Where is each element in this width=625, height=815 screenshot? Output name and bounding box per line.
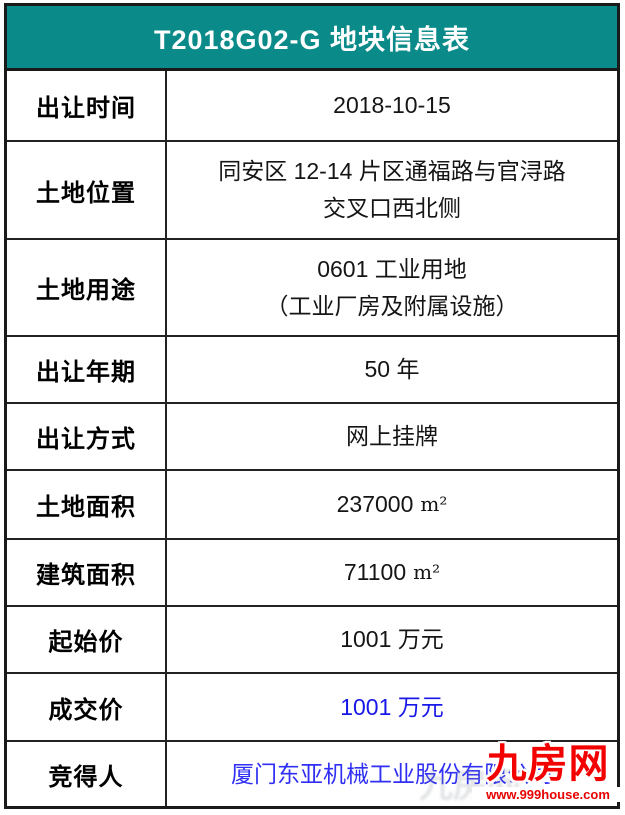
row-value: 0601 工业用地 （工业厂房及附属设施） <box>265 255 519 319</box>
row-label: 土地用途 <box>7 240 167 335</box>
row-value: 同安区 12-14 片区通福路与官浔路 交叉口西北侧 <box>218 158 566 221</box>
logo-text: 九房网 <box>486 742 610 786</box>
row-value-winner: 厦门东亚机械工业股份有限公司 <box>231 760 553 787</box>
row-value: 1001 万元 <box>340 626 444 652</box>
table-row-land-use: 土地用途 0601 工业用地 （工业厂房及附属设施） <box>7 240 617 337</box>
area-number: 237000 <box>336 491 414 517</box>
table-row-winner: 竞得人 厦门东亚机械工业股份有限公司 <box>7 742 617 806</box>
row-label: 起始价 <box>7 607 167 672</box>
logo-999house: 九房网 www.999house.com <box>472 742 624 802</box>
row-value-deal-price: 1001 万元 <box>340 693 444 720</box>
table-row-land-location: 土地位置 同安区 12-14 片区通福路与官浔路 交叉口西北侧 <box>7 142 617 240</box>
row-value: 50 年 <box>364 356 420 382</box>
area-unit: m² <box>420 492 448 516</box>
row-label: 成交价 <box>7 674 167 740</box>
row-value: 2018-10-15 <box>333 92 451 118</box>
table-title: T2018G02-G 地块信息表 <box>7 6 617 71</box>
row-label: 出让时间 <box>7 71 167 140</box>
row-label: 出让方式 <box>7 404 167 469</box>
table-row-transfer-method: 出让方式 网上挂牌 <box>7 404 617 471</box>
table-row-transfer-date: 出让时间 2018-10-15 <box>7 71 617 142</box>
table-row-starting-price: 起始价 1001 万元 <box>7 607 617 674</box>
area-number: 71100 <box>343 559 407 585</box>
land-info-table: T2018G02-G 地块信息表 出让时间 2018-10-15 土地位置 同安… <box>4 3 620 809</box>
table-row-building-area: 建筑面积 71100 m² <box>7 540 617 607</box>
table-row-deal-price: 成交价 1001 万元 <box>7 674 617 742</box>
row-value: 237000 m² <box>167 471 617 538</box>
row-label: 出让年期 <box>7 337 167 402</box>
row-label: 土地位置 <box>7 142 167 238</box>
table-row-transfer-term: 出让年期 50 年 <box>7 337 617 404</box>
logo-url: www.999house.com <box>472 787 624 802</box>
row-value: 网上挂牌 <box>346 423 438 449</box>
row-label: 土地面积 <box>7 471 167 538</box>
row-value: 71100 m² <box>167 540 617 605</box>
row-label: 竞得人 <box>7 742 167 806</box>
table-row-land-area: 土地面积 237000 m² <box>7 471 617 540</box>
row-label: 建筑面积 <box>7 540 167 605</box>
area-unit: m² <box>413 560 441 584</box>
